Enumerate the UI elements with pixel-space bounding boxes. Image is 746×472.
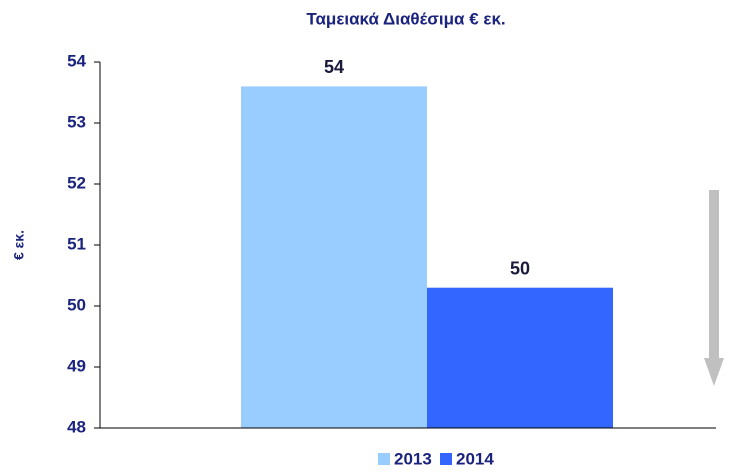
- chart-title: Ταμειακά Διαθέσιμα € εκ.: [306, 9, 505, 28]
- trend-arrow: [704, 190, 724, 386]
- y-tick-label: 48: [67, 417, 86, 436]
- value-label: 50: [510, 258, 530, 278]
- y-tick-label: 52: [67, 173, 86, 192]
- legend-label: 2014: [456, 449, 494, 468]
- y-tick-label: 51: [67, 234, 86, 253]
- value-label: 54: [324, 57, 344, 77]
- legend-label: 2013: [394, 449, 432, 468]
- y-tick-label: 54: [67, 51, 86, 70]
- y-tick-label: 49: [67, 356, 86, 375]
- y-tick-label: 53: [67, 112, 86, 131]
- bar: [241, 86, 427, 429]
- bar: [427, 287, 613, 428]
- legend-swatch: [440, 453, 452, 465]
- legend-swatch: [378, 453, 390, 465]
- y-axis-label: € εκ.: [11, 230, 27, 260]
- y-tick-label: 50: [67, 295, 86, 314]
